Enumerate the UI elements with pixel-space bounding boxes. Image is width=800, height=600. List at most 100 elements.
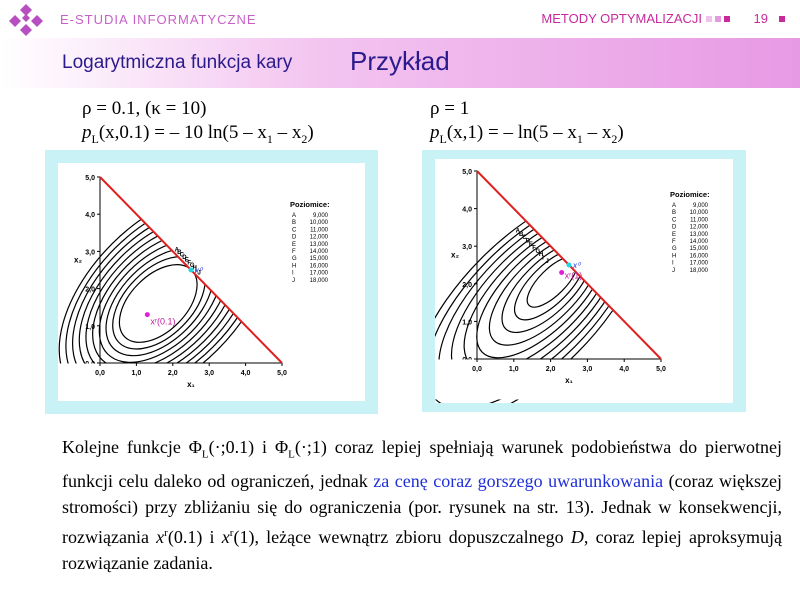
legend-item-value: 12,000 [310,235,329,241]
contour-label: C [180,252,185,258]
page-square-icon [779,16,785,22]
legend-item-value: 14,000 [310,249,329,255]
xr-point [144,312,150,318]
contour-label: H [192,265,196,271]
contour-label: C [522,235,527,241]
x-tick-label: 5,0 [277,370,287,377]
x-tick-label: 3,0 [583,366,593,373]
legend-item-id: J [672,268,675,274]
contour-label: H [539,252,543,258]
legend-item-value: 17,000 [310,271,329,277]
contour-label: G [190,263,195,269]
legend-item-value: 17,000 [690,261,709,267]
legend-item-value: 18,000 [310,278,329,284]
x-tick-label: 4,0 [241,370,251,377]
xr-point [559,270,565,276]
legend-item-id: A [672,203,676,209]
y-axis-label: x₂ [74,256,82,265]
legend-item-value: 10,000 [310,220,329,226]
contour-label: B [177,250,182,256]
legend-item-value: 11,000 [310,227,329,233]
x-tick-label: 5,0 [656,366,666,373]
legend-item-id: D [292,235,297,241]
contour-label: D [526,239,531,245]
contour-label: J [545,259,548,265]
contour-label: F [187,260,191,266]
right-contour-chart: 0,01,02,03,04,05,00,01,02,03,04,05,0x₁x₂… [413,148,710,422]
right-formula: ρ = 1 pL(x,1) = – ln(5 – x1 – x2) [430,97,624,151]
page-squares-icon [706,16,730,22]
body-paragraph: Kolejne funkcje ΦL(·;0.1) i ΦL(·;1) cora… [62,437,782,573]
header: E-STUDIA INFORMATYCZNE METODY OPTYMALIZA… [0,0,800,42]
legend-item-id: H [292,263,296,269]
xr-label: xʳ(1) [565,271,583,281]
left-formula-line1: ρ = 0.1, (κ = 10) [82,98,207,119]
contour-label: J [198,271,201,277]
page-number: 19 [753,11,768,26]
contour-label: B [519,232,524,238]
x0-label: x⁰ [194,266,204,275]
contour-label: I [195,268,197,274]
x-tick-label: 2,0 [168,370,178,377]
legend-title: Poziomice: [670,190,710,199]
axis-mask [435,359,671,400]
contour-label: G [536,249,541,255]
legend-item-value: 15,000 [310,256,329,262]
x-tick-label: 1,0 [132,370,142,377]
legend-item-value: 10,000 [690,210,709,216]
y-tick-label: 1,0 [85,324,95,331]
legend-title: Poziomice: [290,200,330,209]
x-tick-label: 0,0 [95,370,105,377]
legend-item-id: F [292,249,296,255]
right-formula-line1: ρ = 1 [430,98,470,119]
x-tick-label: 2,0 [546,366,556,373]
legend-item-value: 9,000 [693,203,709,209]
contour-label: A [516,228,521,234]
x-axis-label: x₁ [187,380,195,389]
x-tick-label: 0,0 [472,366,482,373]
legend-item-id: I [292,271,294,277]
section-title: Logarytmiczna funkcja kary [62,52,293,73]
y-tick-label: 2,0 [85,287,95,294]
contour-label: E [529,242,533,248]
legend-item-id: G [672,246,677,252]
x-tick-label: 4,0 [619,366,629,373]
legend-item-id: A [292,213,296,219]
legend-item-id: E [292,242,296,248]
title-bar [0,38,800,88]
axis-mask [58,363,292,404]
highlight-text: za cenę coraz gorszego uwarunkowania [373,470,664,491]
legend-item-id: B [292,220,296,226]
legend-item-id: E [672,232,676,238]
x-axis-label: x₁ [565,376,573,385]
left-formula: ρ = 0.1, (κ = 10) pL(x,0.1) = – 10 ln(5 … [82,97,314,151]
infeasible-region [477,148,684,359]
contour-label: A [175,247,180,253]
legend-item-id: H [672,253,676,259]
course-title: METODY OPTYMALIZACJI [541,11,702,26]
left-contour-chart: 0,01,02,03,04,05,00,01,02,03,04,05,0x₁x₂… [58,154,330,404]
legend-item-id: F [672,239,676,245]
y-axis-label: x₂ [451,250,459,259]
right-formula-line2: pL(x,1) = – ln(5 – x1 – x2) [430,122,624,146]
x0-point [566,262,572,268]
contour-label: F [532,245,536,251]
legend-item-value: 13,000 [690,232,709,238]
x0-point [188,267,194,273]
legend-item-value: 16,000 [690,253,709,259]
contour-label: I [542,256,544,262]
logo-icon [9,4,43,36]
legend-item-value: 15,000 [690,246,709,252]
legend-item-value: 13,000 [310,242,329,248]
brand-name: E-STUDIA INFORMATYCZNE [60,12,257,27]
legend-item-id: D [672,225,677,231]
y-tick-label: 1,0 [462,319,472,326]
xr-label: xʳ(0.1) [150,317,175,327]
y-tick-label: 4,0 [85,212,95,219]
legend-item-value: 9,000 [313,213,329,219]
y-tick-label: 3,0 [462,244,472,251]
legend-item-value: 14,000 [690,239,709,245]
legend-item-value: 12,000 [690,225,709,231]
contour-label: E [185,258,189,264]
legend-item-id: B [672,210,676,216]
